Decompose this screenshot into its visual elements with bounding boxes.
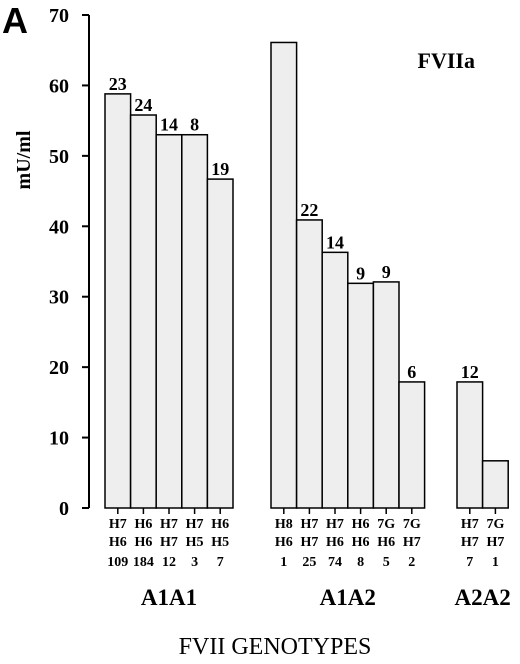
bar-count-label: 14 — [160, 115, 178, 135]
genotype-bottom-label: H6 — [352, 535, 370, 550]
group-label: A2A2 — [454, 585, 510, 610]
sample-count-label: 184 — [133, 555, 154, 570]
genotype-top-label: H6 — [134, 517, 152, 532]
genotype-top-label: 7G — [403, 517, 421, 532]
x-axis-label: FVII GENOTYPES — [179, 634, 372, 660]
group-label: A1A1 — [141, 585, 197, 610]
panel-label: A — [2, 0, 28, 41]
sample-count-label: 5 — [383, 555, 390, 570]
genotype-bottom-label: H6 — [326, 535, 344, 550]
genotype-top-label: H7 — [160, 517, 178, 532]
genotype-top-label: H7 — [186, 517, 204, 532]
bar — [155, 133, 183, 509]
genotype-top-label: H8 — [275, 517, 293, 532]
genotype-bottom-label: H7 — [403, 535, 421, 550]
genotype-bottom-label: H6 — [377, 535, 395, 550]
y-tick-label: 10 — [49, 428, 69, 450]
sample-count-label: 1 — [280, 555, 287, 570]
genotype-top-label: H7 — [461, 517, 479, 532]
sample-count-label: 7 — [466, 555, 473, 570]
y-tick-label: 20 — [49, 357, 69, 379]
genotype-bottom-label: H5 — [186, 535, 204, 550]
genotype-top-label: H6 — [211, 517, 229, 532]
bar — [321, 251, 349, 509]
genotype-top-label: H7 — [300, 517, 318, 532]
genotype-top-label: H7 — [326, 517, 344, 532]
genotype-bottom-label: H6 — [134, 535, 152, 550]
y-tick-label: 0 — [59, 498, 69, 520]
sample-count-label: 25 — [302, 555, 316, 570]
bar-count-label: 12 — [461, 362, 479, 382]
genotype-bottom-label: H5 — [211, 535, 229, 550]
y-tick-label: 40 — [49, 216, 69, 238]
bar — [347, 282, 375, 509]
genotype-bottom-label: H7 — [461, 535, 479, 550]
bar — [456, 381, 484, 509]
bar-count-label: 23 — [109, 74, 127, 94]
bar-count-label: 9 — [356, 263, 365, 283]
bar — [481, 460, 509, 509]
y-tick-label: 70 — [49, 5, 69, 27]
chart-title: FVIIa — [418, 48, 475, 73]
bar — [206, 178, 234, 509]
genotype-bottom-label: H6 — [275, 535, 293, 550]
sample-count-label: 109 — [107, 555, 128, 570]
bar — [270, 41, 298, 509]
genotype-top-label: H6 — [352, 517, 370, 532]
y-tick-label: 60 — [49, 75, 69, 97]
genotype-top-label: 7G — [486, 517, 504, 532]
bar-count-label: 19 — [211, 159, 229, 179]
group-label: A1A2 — [320, 585, 376, 610]
genotype-bottom-label: H7 — [300, 535, 318, 550]
bar — [372, 281, 400, 509]
genotype-top-label: 7G — [377, 517, 395, 532]
bar-count-label: 22 — [300, 200, 318, 220]
bar-count-label: 24 — [134, 95, 152, 115]
bar-count-label: 6 — [407, 362, 416, 382]
genotype-bottom-label: H6 — [109, 535, 127, 550]
sample-count-label: 3 — [191, 555, 198, 570]
bar — [104, 93, 132, 509]
bar — [295, 219, 323, 509]
sample-count-label: 1 — [492, 555, 499, 570]
bar — [129, 114, 157, 509]
y-axis-label: mU/ml — [13, 130, 35, 189]
sample-count-label: 12 — [162, 555, 176, 570]
genotype-bottom-label: H7 — [160, 535, 178, 550]
bar-count-label: 14 — [326, 232, 344, 252]
y-tick-label: 50 — [49, 146, 69, 168]
sample-count-label: 8 — [357, 555, 364, 570]
bar — [398, 381, 426, 509]
genotype-bottom-label: H7 — [486, 535, 504, 550]
bar — [181, 133, 209, 509]
sample-count-label: 7 — [217, 555, 224, 570]
y-tick-label: 30 — [49, 287, 69, 309]
bar-count-label: 9 — [382, 262, 391, 282]
genotype-top-label: H7 — [109, 517, 127, 532]
bar-count-label: 8 — [190, 115, 199, 135]
sample-count-label: 2 — [408, 555, 415, 570]
sample-count-label: 74 — [328, 555, 342, 570]
